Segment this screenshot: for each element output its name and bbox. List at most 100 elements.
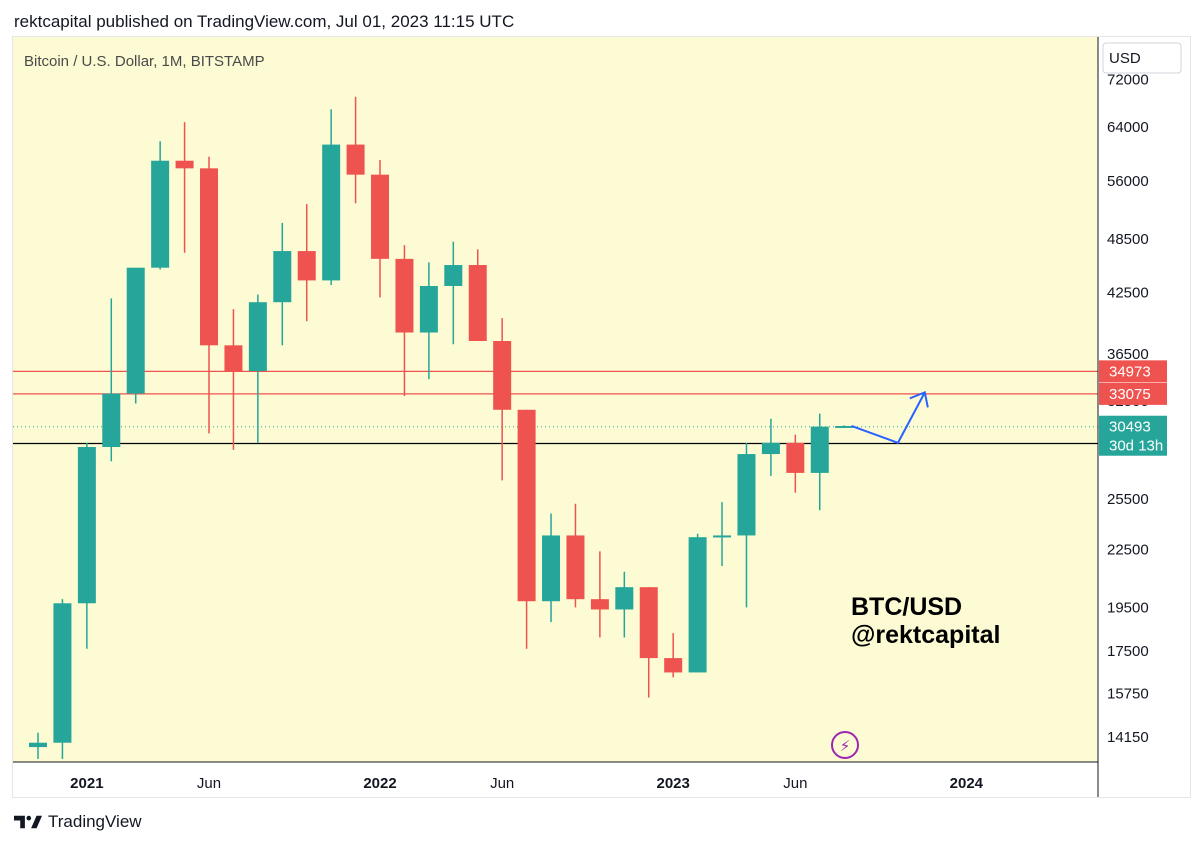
svg-text:30d 13h: 30d 13h bbox=[1109, 438, 1163, 455]
candle-2021-12[interactable] bbox=[346, 96, 365, 204]
last-price-label: 30493 30d 13h bbox=[1099, 415, 1167, 456]
brand-name: TradingView bbox=[48, 812, 142, 831]
projection-path[interactable] bbox=[851, 391, 926, 445]
price-tick-label: 64000 bbox=[1107, 119, 1149, 136]
candle-2022-09[interactable] bbox=[566, 503, 585, 608]
candle-2023-05[interactable] bbox=[761, 418, 780, 476]
candle-body bbox=[175, 160, 194, 169]
candle-2023-03[interactable] bbox=[713, 502, 732, 567]
candle-body bbox=[151, 160, 170, 268]
candle-2023-01[interactable] bbox=[664, 633, 683, 678]
candle-2023-04[interactable] bbox=[737, 442, 756, 608]
candle-body bbox=[126, 267, 145, 394]
candle-body bbox=[517, 409, 536, 602]
candle-2021-01[interactable] bbox=[77, 442, 96, 649]
candle-body bbox=[297, 251, 316, 281]
candle-body bbox=[615, 587, 634, 610]
candle-2020-11[interactable] bbox=[29, 732, 47, 759]
candlestick-chart[interactable]: Bitcoin / U.S. Dollar, 1M, BITSTAMP BTC/… bbox=[13, 37, 1190, 797]
publish-info: rektcapital published on TradingView.com… bbox=[14, 12, 515, 31]
horizontal-lines bbox=[13, 370, 1098, 445]
candle-body bbox=[346, 144, 365, 175]
candle-2021-11[interactable] bbox=[322, 109, 341, 286]
candle-body bbox=[493, 341, 512, 410]
candle-body bbox=[77, 447, 96, 604]
candle-2020-12[interactable] bbox=[53, 599, 72, 759]
candle-body bbox=[786, 442, 805, 473]
candle-body bbox=[371, 174, 390, 259]
candle-2022-02[interactable] bbox=[395, 245, 414, 397]
chart-title: Bitcoin / U.S. Dollar, 1M, BITSTAMP bbox=[24, 53, 265, 70]
time-tick-label: 2024 bbox=[950, 775, 984, 792]
svg-text:⚡: ⚡ bbox=[840, 737, 851, 755]
candle-body bbox=[395, 258, 414, 333]
candle-2022-01[interactable] bbox=[371, 160, 390, 298]
candle-body bbox=[590, 599, 609, 610]
annotation-pair: BTC/USD bbox=[851, 593, 962, 621]
resistance-price-label: 34973 bbox=[1099, 360, 1167, 383]
candle-2023-07[interactable] bbox=[810, 413, 829, 511]
candle-body bbox=[835, 425, 854, 428]
candle-2021-05[interactable] bbox=[175, 122, 194, 253]
time-tick-label: 2022 bbox=[363, 775, 396, 792]
lightning-icon[interactable]: ⚡ bbox=[831, 731, 859, 759]
candle-2022-04[interactable] bbox=[444, 241, 463, 345]
candle-2022-05[interactable] bbox=[468, 249, 487, 342]
candle-body bbox=[273, 251, 292, 303]
candle-body bbox=[761, 442, 780, 455]
currency-label: USD bbox=[1109, 50, 1141, 67]
candle-body bbox=[444, 265, 463, 286]
candle-2022-03[interactable] bbox=[419, 262, 438, 380]
candle-2021-10[interactable] bbox=[297, 204, 316, 322]
currency-selector[interactable]: USD bbox=[1102, 42, 1182, 74]
time-tick-label: 2023 bbox=[656, 775, 689, 792]
chart-frame: Bitcoin / U.S. Dollar, 1M, BITSTAMP BTC/… bbox=[12, 36, 1191, 798]
resistance-price-label: 33075 bbox=[1099, 382, 1167, 405]
candle-body bbox=[248, 302, 267, 372]
candle-body bbox=[102, 393, 121, 448]
candle-2021-09[interactable] bbox=[273, 222, 292, 346]
candle-2022-11[interactable] bbox=[615, 571, 634, 638]
candle-2021-08[interactable] bbox=[248, 294, 267, 443]
price-tick-label: 48500 bbox=[1107, 231, 1149, 248]
price-tick-label: 25500 bbox=[1107, 491, 1149, 508]
candle-2021-06[interactable] bbox=[200, 156, 219, 434]
price-tick-label: 56000 bbox=[1107, 173, 1149, 190]
candle-2021-03[interactable] bbox=[126, 267, 145, 404]
candle-2022-12[interactable] bbox=[639, 587, 658, 698]
candle-2021-07[interactable] bbox=[224, 309, 243, 450]
projection-arrow bbox=[851, 390, 929, 445]
time-tick-label: Jun bbox=[490, 775, 514, 792]
candle-body bbox=[810, 426, 829, 473]
price-tick-label: 42500 bbox=[1107, 285, 1149, 302]
candle-2023-06[interactable] bbox=[786, 434, 805, 493]
candle-2023-02[interactable] bbox=[688, 533, 707, 673]
candle-body bbox=[468, 265, 487, 342]
price-tick-label: 36500 bbox=[1107, 346, 1149, 363]
tradingview-logo-icon bbox=[14, 815, 42, 829]
time-tick-label: Jun bbox=[783, 775, 807, 792]
candle-2021-04[interactable] bbox=[151, 141, 170, 270]
candle-2022-08[interactable] bbox=[542, 513, 561, 623]
price-axis[interactable]: 1415015750175001950022500255002900032500… bbox=[1107, 72, 1149, 746]
candle-2022-06[interactable] bbox=[493, 318, 512, 481]
candle-body bbox=[542, 535, 561, 602]
svg-text:30493: 30493 bbox=[1109, 419, 1151, 436]
candles bbox=[29, 96, 854, 759]
candle-2022-10[interactable] bbox=[590, 551, 609, 638]
candle-body bbox=[29, 742, 47, 748]
time-axis[interactable]: 2021 Jun 2022 Jun 2023 Jun 2024 bbox=[70, 775, 984, 792]
price-tick-label: 72000 bbox=[1107, 72, 1149, 89]
candle-body bbox=[322, 144, 341, 281]
time-tick-label: Jun bbox=[197, 775, 221, 792]
candle-body bbox=[639, 587, 658, 659]
candle-body bbox=[688, 537, 707, 673]
tradingview-footer[interactable]: TradingView bbox=[14, 812, 142, 832]
candle-2023-08[interactable] bbox=[835, 425, 854, 428]
candle-body bbox=[566, 535, 585, 600]
plot-background bbox=[13, 37, 1098, 762]
price-tick-label: 22500 bbox=[1107, 542, 1149, 559]
price-tick-label: 15750 bbox=[1107, 686, 1149, 703]
candle-2022-07[interactable] bbox=[517, 409, 536, 649]
candle-2021-02[interactable] bbox=[102, 298, 121, 462]
